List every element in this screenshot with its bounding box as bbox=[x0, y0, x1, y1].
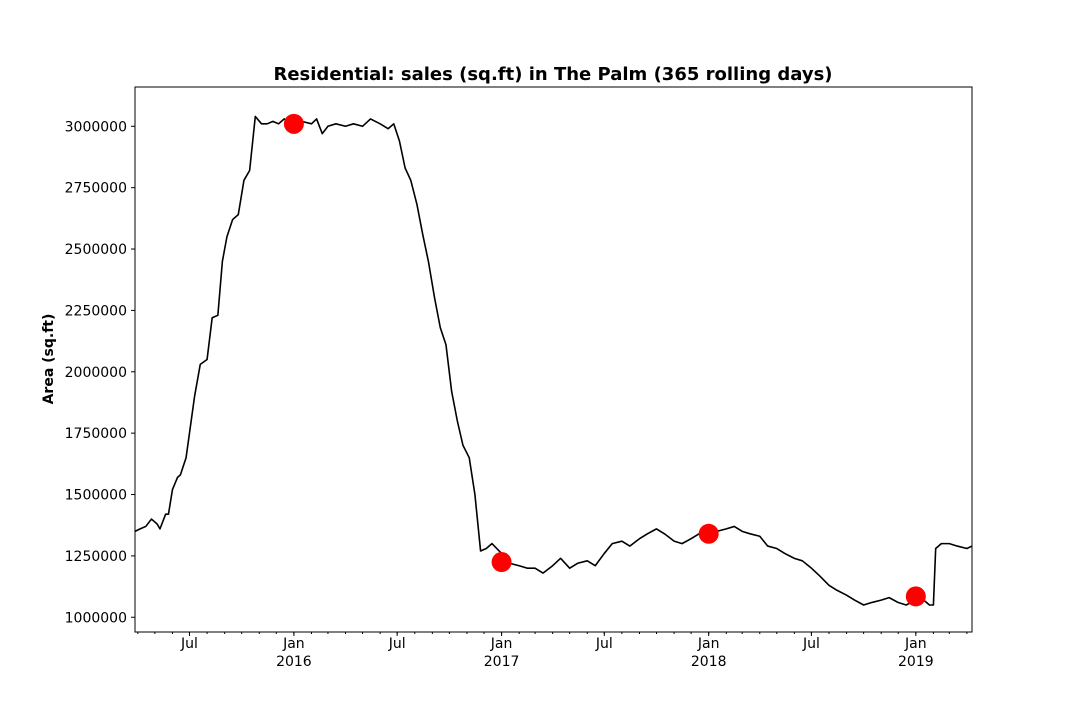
x-tick-label: Jan bbox=[282, 636, 305, 652]
y-axis-label: Area (sq.ft) bbox=[41, 314, 57, 405]
x-tick-year-label: 2016 bbox=[276, 654, 312, 670]
y-tick-label: 1750000 bbox=[65, 426, 127, 442]
y-tick-label: 2000000 bbox=[65, 365, 127, 381]
x-tick-label: Jan bbox=[904, 636, 927, 652]
series-line bbox=[134, 115, 973, 606]
data-point-marker bbox=[491, 552, 512, 573]
x-tick-year-label: 2019 bbox=[898, 654, 934, 670]
x-tick-year-label: 2017 bbox=[484, 654, 520, 670]
y-tick-label: 2250000 bbox=[65, 303, 127, 319]
x-tick-label: Jul bbox=[802, 636, 820, 652]
y-axis: 1000000 1250000 1500000 1750000 2000000 22500… bbox=[65, 119, 135, 626]
x-axis: Jul Jan 2016 Jul Jan 2017 Jul Jan 2018 Jul Jan 2019 bbox=[180, 632, 934, 670]
plot-area bbox=[134, 113, 973, 607]
plot-frame bbox=[134, 86, 973, 633]
x-tick-label: Jan bbox=[490, 636, 513, 652]
y-tick-label: 1500000 bbox=[65, 488, 127, 504]
data-point-marker bbox=[698, 523, 719, 544]
y-tick-label: 2500000 bbox=[65, 242, 127, 258]
x-tick-label: Jul bbox=[180, 636, 198, 652]
y-tick-label: 2750000 bbox=[65, 181, 127, 197]
x-tick-year-label: 2018 bbox=[691, 654, 727, 670]
y-tick-label: 3000000 bbox=[65, 119, 127, 135]
y-tick-label: 1000000 bbox=[65, 610, 127, 626]
data-point-marker bbox=[283, 113, 304, 134]
x-tick-label: Jul bbox=[388, 636, 406, 652]
x-tick-label: Jul bbox=[595, 636, 613, 652]
x-tick-label: Jan bbox=[697, 636, 720, 652]
y-tick-label: 1250000 bbox=[65, 549, 127, 565]
data-point-marker bbox=[905, 586, 926, 607]
chart-title: Residential: sales (sq.ft) in The Palm (… bbox=[273, 64, 832, 85]
